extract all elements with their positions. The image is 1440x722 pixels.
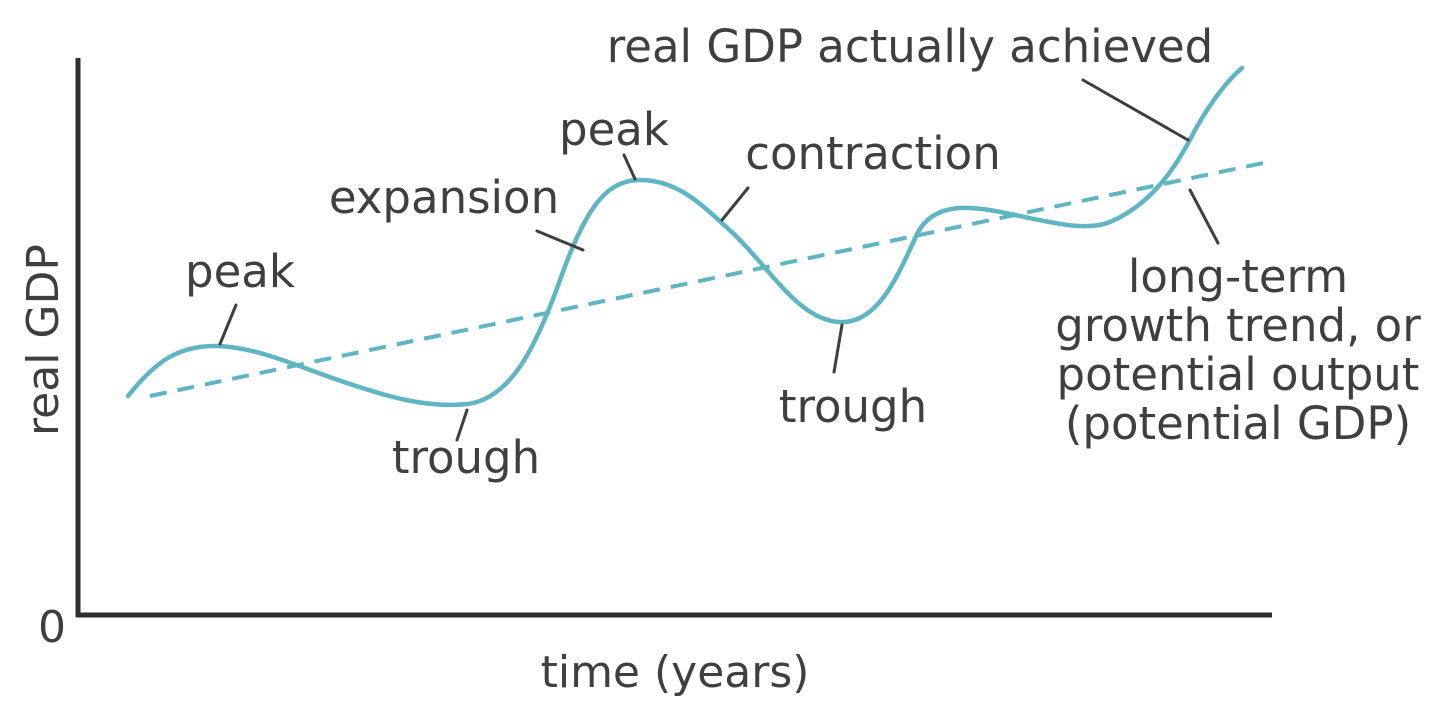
origin-label: 0: [38, 602, 66, 653]
real-gdp-curve: [125, 65, 1245, 408]
trend-label-line-4: (potential GDP): [1065, 397, 1411, 450]
leader-expansion: [535, 229, 585, 252]
leader-peak-1: [218, 303, 238, 346]
x-axis-label: time (years): [541, 647, 810, 698]
actual-gdp-label: real GDP actually achieved: [607, 20, 1213, 73]
trend-label-line-3: potential output: [1057, 348, 1420, 401]
long-term-trend-line: [149, 160, 1269, 398]
trend-label-line-1: long-term: [1128, 250, 1348, 303]
trend-label-line-2: growth trend, or: [1055, 299, 1421, 352]
peak-label-2: peak: [559, 103, 669, 156]
leader-trough-2: [832, 323, 844, 374]
leader-actual-gdp: [1081, 78, 1190, 142]
leader-contraction: [720, 186, 750, 222]
leader-trough-1: [455, 408, 469, 442]
contraction-label: contraction: [745, 127, 1000, 180]
leader-peak-2: [622, 153, 637, 181]
trough-label-1: trough: [392, 431, 540, 484]
expansion-label: expansion: [329, 171, 559, 224]
leader-trend: [1188, 188, 1220, 245]
trough-label-2: trough: [779, 380, 927, 433]
peak-label-1: peak: [185, 245, 295, 298]
y-axis-label: real GDP: [18, 244, 69, 436]
